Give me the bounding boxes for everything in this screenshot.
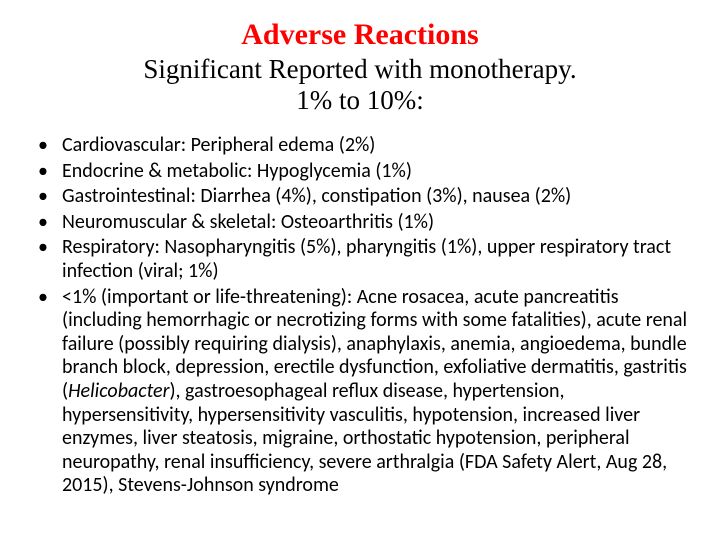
bullet-item: Neuromuscular & skeletal: Osteoarthritis… [38, 211, 694, 235]
subtitle-line-2: 1% to 10%: [296, 85, 424, 115]
bullet-item: Endocrine & metabolic: Hypoglycemia (1%) [38, 160, 694, 184]
bullet-text-italic: Helicobacter [68, 379, 169, 403]
slide: Adverse Reactions Significant Reported w… [0, 0, 720, 540]
slide-title: Adverse Reactions [20, 18, 700, 52]
bullet-item-last: <1% (important or life-threatening): Acn… [38, 286, 694, 498]
bullet-item: Respiratory: Nasopharyngitis (5%), phary… [38, 236, 694, 283]
bullet-item: Gastrointestinal: Diarrhea (4%), constip… [38, 185, 694, 209]
slide-subtitle: Significant Reported with monotherapy. 1… [20, 54, 700, 116]
bullet-list: Cardiovascular: Peripheral edema (2%) En… [20, 134, 700, 498]
subtitle-line-1: Significant Reported with monotherapy. [143, 54, 576, 84]
bullet-item: Cardiovascular: Peripheral edema (2%) [38, 134, 694, 158]
